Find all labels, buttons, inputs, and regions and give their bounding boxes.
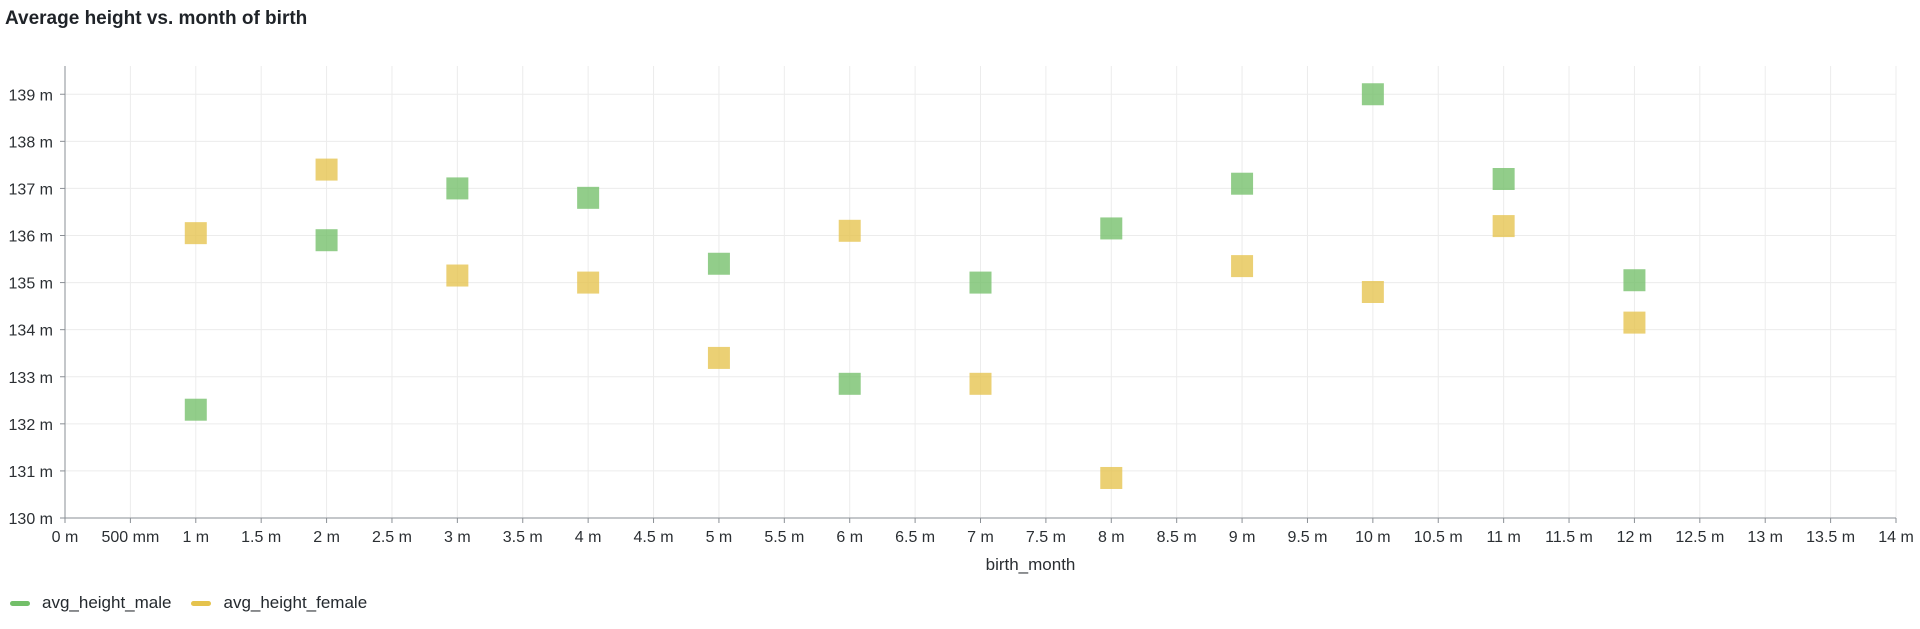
point-avg_height_female-8[interactable] (1100, 466, 1123, 489)
point-avg_height_female-12[interactable] (1623, 311, 1646, 334)
x-tick-label: 9.5 m (1287, 529, 1327, 546)
y-tick-label: 137 m (9, 181, 53, 198)
axes: 0 m 500 mm 1 m 1.5 m 2 m 2.5 m 3 m 3.5 m 4 m 4.5 … (9, 66, 1914, 574)
x-tick-label: 1.5 m (241, 529, 281, 546)
legend-label: avg_height_female (223, 593, 368, 612)
point-avg_height_male-6[interactable] (838, 372, 861, 395)
y-tick-label: 138 m (9, 134, 53, 151)
point-avg_height_male-10[interactable] (1361, 83, 1384, 106)
x-tick-label: 11.5 m (1545, 529, 1593, 546)
x-tick-label: 1 m (182, 529, 209, 546)
point-avg_height_male-9[interactable] (1231, 172, 1254, 195)
x-tick-label: 7 m (967, 529, 994, 546)
y-tick-label: 135 m (9, 276, 53, 293)
point-avg_height_female-10[interactable] (1361, 281, 1384, 303)
point-avg_height_female-1[interactable] (184, 222, 207, 245)
x-tick-label: 13 m (1747, 529, 1783, 546)
panel-title: Average height vs. month of birth (5, 8, 308, 29)
legend-swatch (191, 600, 212, 606)
x-tick-label: 12 m (1617, 529, 1653, 546)
x-tick-label: 10 m (1355, 529, 1391, 546)
point-avg_height_female-6[interactable] (838, 219, 861, 242)
y-tick-label: 132 m (9, 417, 53, 434)
point-avg_height_male-11[interactable] (1492, 168, 1515, 190)
legend-item-avg_height_male[interactable]: avg_height_male (10, 593, 171, 613)
point-avg_height_female-2[interactable] (315, 158, 338, 181)
x-tick-label: 500 mm (101, 529, 159, 546)
point-avg_height_male-4[interactable] (577, 186, 600, 209)
x-tick-label: 14 m (1878, 529, 1914, 546)
x-tick-label: 2 m (313, 529, 340, 546)
y-tick-label: 134 m (9, 323, 53, 340)
y-tick-label: 133 m (9, 370, 53, 387)
y-tick-label: 139 m (9, 87, 53, 104)
x-tick-label: 6 m (836, 529, 863, 546)
legend: avg_height_male avg_height_female (10, 593, 367, 613)
x-tick-label: 5.5 m (764, 529, 804, 546)
x-tick-label: 0 m (52, 529, 79, 546)
x-tick-label: 10.5 m (1414, 529, 1463, 546)
point-avg_height_male-7[interactable] (969, 271, 992, 294)
y-tick-label: 131 m (9, 464, 53, 481)
point-avg_height_female-5[interactable] (707, 346, 730, 369)
legend-label: avg_height_male (42, 593, 172, 612)
point-avg_height_male-8[interactable] (1100, 217, 1123, 240)
x-tick-label: 6.5 m (895, 529, 935, 546)
grid (64, 66, 1897, 519)
x-tick-label: 4.5 m (634, 529, 674, 546)
x-tick-label: 8 m (1098, 529, 1125, 546)
x-tick-label: 11 m (1486, 529, 1520, 546)
legend-swatch (10, 600, 30, 606)
x-tick-label: 2.5 m (372, 529, 412, 546)
x-tick-label: 9 m (1229, 529, 1256, 546)
x-tick-label: 5 m (706, 529, 733, 546)
x-tick-label: 13.5 m (1806, 529, 1855, 546)
legend-item-avg_height_female[interactable]: avg_height_female (191, 593, 367, 613)
point-avg_height_female-9[interactable] (1231, 255, 1254, 278)
x-tick-label: 3 m (444, 529, 471, 546)
x-tick-label: 8.5 m (1157, 529, 1197, 546)
point-avg_height_male-2[interactable] (315, 229, 338, 252)
x-tick-label: 4 m (575, 529, 602, 546)
point-avg_height_male-12[interactable] (1623, 269, 1646, 292)
x-tick-label: 7.5 m (1026, 529, 1066, 546)
point-avg_height_female-7[interactable] (969, 372, 992, 395)
point-avg_height_male-1[interactable] (184, 398, 207, 421)
point-avg_height_female-4[interactable] (577, 271, 600, 294)
point-avg_height_female-11[interactable] (1492, 215, 1515, 238)
x-tick-label: 12.5 m (1675, 529, 1724, 546)
y-tick-label: 130 m (9, 511, 53, 528)
point-avg_height_female-3[interactable] (446, 264, 469, 287)
x-tick-label: 3.5 m (503, 529, 543, 546)
x-axis-label: birth_month (986, 555, 1076, 574)
data-points (184, 83, 1646, 489)
point-avg_height_male-5[interactable] (707, 252, 730, 275)
y-tick-label: 136 m (9, 229, 53, 246)
point-avg_height_male-3[interactable] (446, 177, 469, 200)
